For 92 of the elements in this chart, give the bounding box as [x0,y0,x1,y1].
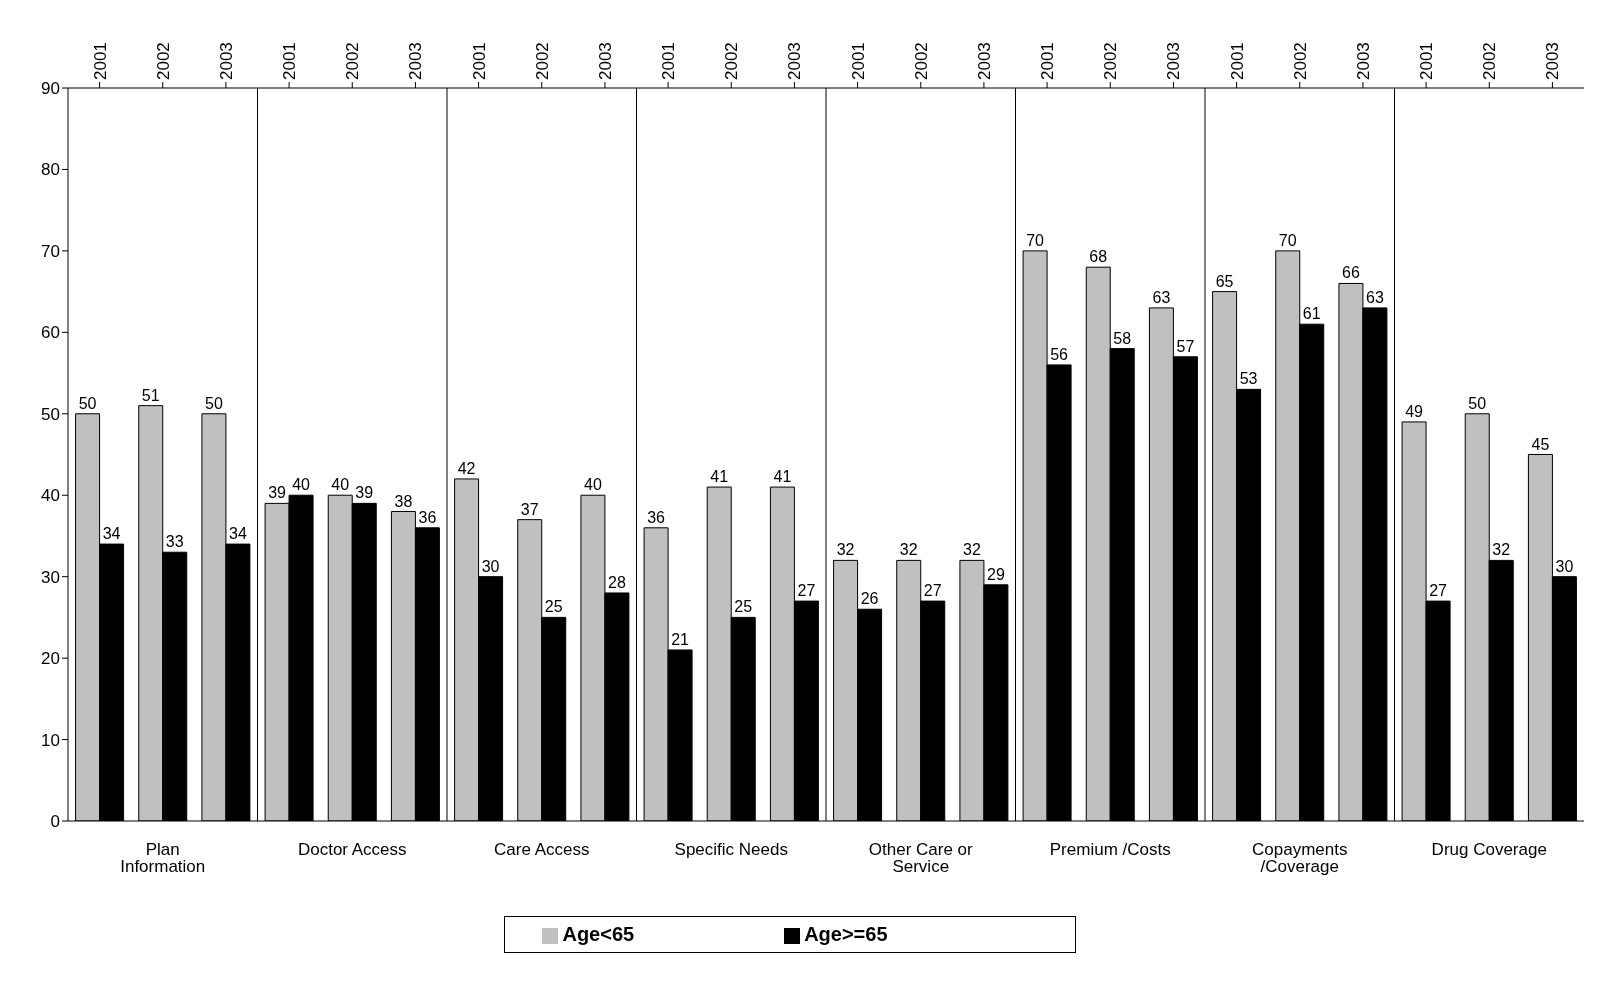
y-tick-label: 60 [41,323,60,343]
x-tick-label: 2002 [1480,42,1500,80]
y-tick-label: 50 [41,404,60,424]
data-label: 30 [1555,557,1574,575]
data-label: 36 [418,508,437,526]
data-label: 63 [1366,288,1384,306]
legend-label: Age>=65 [804,923,888,945]
data-label: 70 [1278,231,1297,249]
x-tick-label: 2001 [90,42,110,80]
data-label: 32 [836,541,855,559]
data-label: 26 [860,590,879,608]
x-tick-label: 2003 [406,42,426,80]
y-tick-label: 20 [41,649,60,669]
x-tick-label: 2001 [659,42,679,80]
x-tick-label: 2002 [1290,42,1310,80]
data-label: 32 [899,541,918,559]
x-tick-label: 2002 [153,42,173,80]
data-label: 41 [773,468,792,486]
data-label: 27 [797,582,816,600]
data-label: 40 [584,476,602,494]
data-label: 38 [394,492,413,510]
x-tick-label: 2001 [1227,42,1247,80]
data-label: 65 [1215,272,1234,290]
data-label: 51 [141,386,160,404]
data-label: 37 [520,500,539,518]
text: Specific Needs [674,840,788,860]
data-label: 34 [229,525,247,543]
x-tick-label: 2002 [911,42,931,80]
x-tick-label: 2003 [595,42,615,80]
data-label: 41 [710,468,729,486]
x-tick-label: 2003 [216,42,236,80]
data-label: 68 [1089,248,1108,266]
x-tick-label: 2002 [343,42,363,80]
data-label: 53 [1239,370,1258,388]
y-tick-label: 0 [50,812,60,832]
data-label: 30 [481,557,500,575]
data-label: 32 [963,541,981,559]
data-label: 50 [205,394,223,412]
data-label: 29 [987,565,1005,583]
data-label: 40 [331,476,350,494]
data-label: 27 [923,582,942,600]
data-label: 39 [268,484,287,502]
data-label: 57 [1176,337,1195,355]
x-tick-label: 2001 [469,42,489,80]
data-label: 28 [608,573,626,591]
data-label: 21 [671,630,690,648]
data-label: 66 [1342,264,1360,282]
data-label: 27 [1429,582,1448,600]
x-tick-label: 2002 [722,42,742,80]
x-tick-label: 2001 [848,42,868,80]
data-label: 63 [1152,288,1171,306]
text: Copayments /Coverage [1252,840,1348,877]
data-label: 50 [1468,394,1487,412]
x-tick-label: 2003 [1353,42,1373,80]
x-tick-label: 2003 [785,42,805,80]
data-label: 39 [355,484,374,502]
text: Doctor Access [297,840,407,860]
data-label: 32 [1492,541,1511,559]
data-label: 70 [1026,231,1045,249]
data-label: 61 [1302,305,1321,323]
data-label: 50 [78,394,97,412]
text: Plan Information [120,840,206,877]
x-tick-label: 2002 [1101,42,1121,80]
data-label: 36 [647,508,666,526]
text: Drug Coverage [1431,840,1547,860]
text: Care Access [494,840,590,860]
x-tick-label: 2003 [1164,42,1184,80]
data-label: 56 [1050,345,1069,363]
data-label: 33 [165,533,184,551]
y-tick-label: 40 [41,486,60,506]
data-label: 25 [734,598,753,616]
y-tick-label: 80 [41,160,60,180]
y-tick-label: 30 [41,567,60,587]
x-tick-label: 2003 [1543,42,1563,80]
x-tick-label: 2003 [974,42,994,80]
text: Premium /Costs [1049,840,1171,860]
x-tick-label: 2002 [532,42,552,80]
data-label: 40 [292,476,311,494]
data-label: 49 [1405,402,1424,420]
data-label: 25 [544,598,563,616]
data-label: 42 [457,459,476,477]
data-label: 58 [1113,329,1132,347]
x-tick-label: 2001 [280,42,300,80]
x-tick-label: 2001 [1038,42,1058,80]
data-label: 45 [1531,435,1550,453]
y-tick-label: 70 [41,241,60,261]
legend-label: Age<65 [562,923,635,945]
y-tick-label: 10 [41,730,60,750]
x-tick-label: 2001 [1417,42,1437,80]
y-tick-label: 90 [41,79,60,99]
data-label: 34 [102,525,121,543]
text: Other Care or Service [868,840,974,877]
